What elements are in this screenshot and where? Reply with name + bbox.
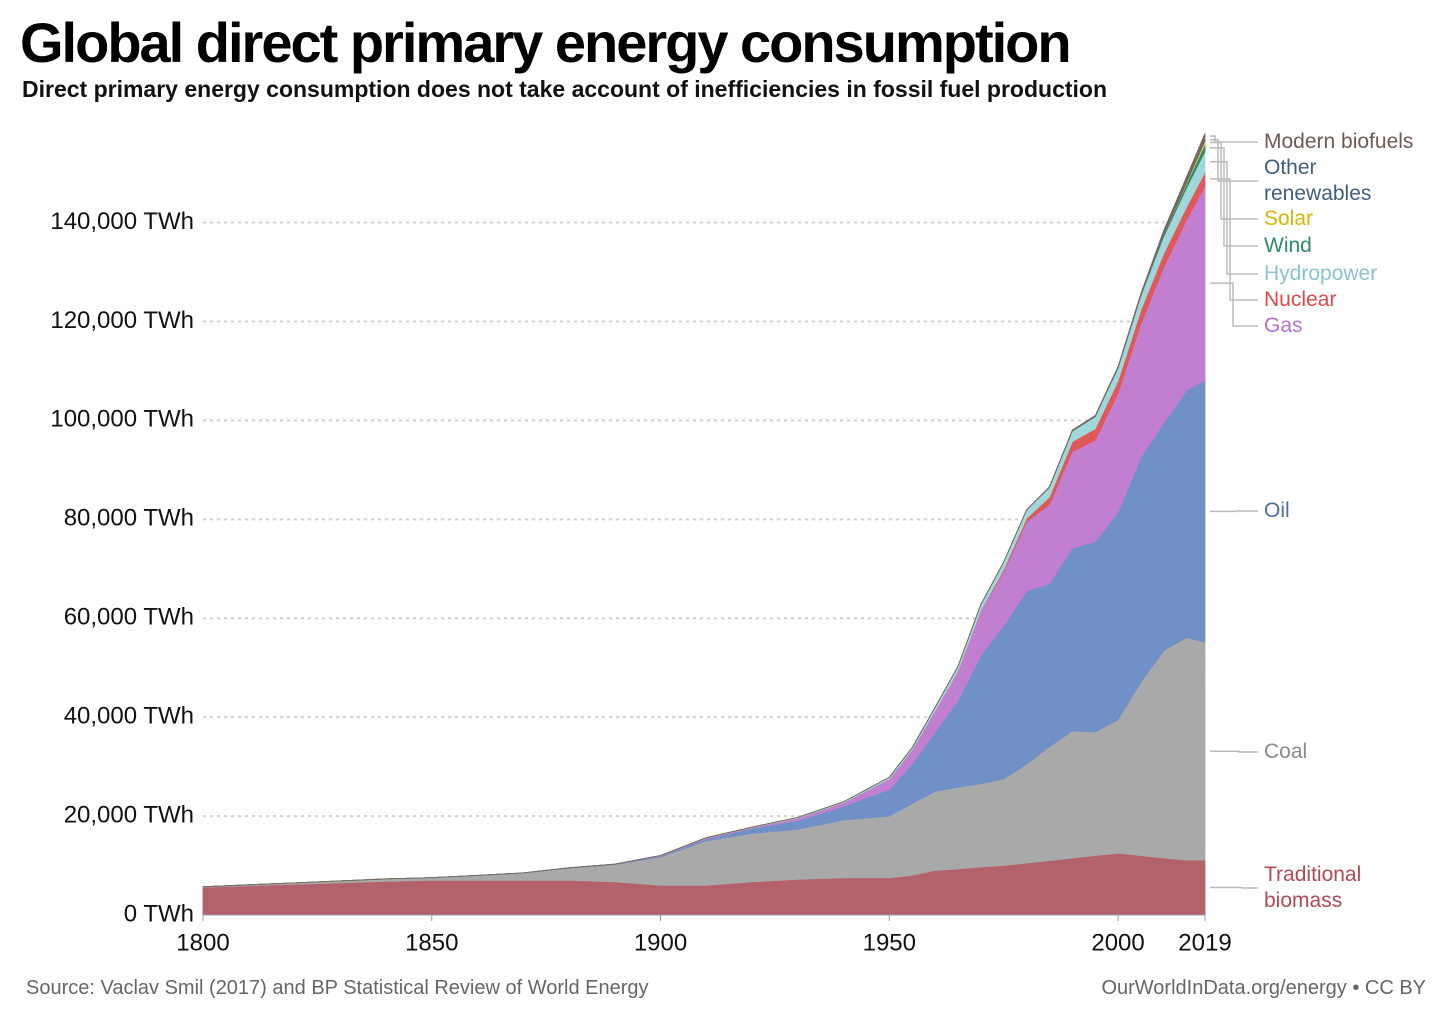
series-label: Gas	[1264, 314, 1303, 337]
chart-title: Global direct primary energy consumption	[20, 11, 1072, 74]
series-label: Wind	[1264, 234, 1312, 257]
y-tick-label: 0 TWh	[124, 900, 194, 927]
series-label: Nuclear	[1264, 288, 1337, 311]
x-tick-label: 1800	[176, 929, 229, 956]
x-tick-label: 1850	[405, 929, 458, 956]
source-note: Source: Vaclav Smil (2017) and BP Statis…	[26, 977, 649, 999]
area-9	[202, 133, 1206, 888]
y-tick-label: 40,000 TWh	[64, 703, 194, 730]
leader-line	[1210, 750, 1258, 753]
y-tick-label: 20,000 TWh	[64, 801, 194, 828]
x-tick-label: 1950	[863, 929, 916, 956]
leader-line	[1210, 147, 1258, 247]
leader-line	[1210, 178, 1258, 301]
series-label: Traditional biomass	[1264, 863, 1362, 912]
y-tick-label: 60,000 TWh	[64, 604, 194, 631]
y-tick-label: 140,000 TWh	[50, 208, 194, 235]
x-tick-label: 2019	[1178, 929, 1231, 956]
series-label: Modern biofuels	[1264, 130, 1414, 153]
leader-line	[1210, 139, 1258, 182]
y-tick-label: 80,000 TWh	[64, 505, 194, 532]
series-label: Coal	[1264, 740, 1308, 763]
leader-line	[1210, 282, 1258, 327]
credit-note: OurWorldInData.org/energy • CC BY	[1101, 977, 1426, 999]
y-tick-label: 120,000 TWh	[50, 307, 194, 334]
series-label: Solar	[1264, 207, 1314, 230]
series-label: Oil	[1264, 499, 1290, 522]
y-tick-label: 100,000 TWh	[50, 406, 194, 433]
x-tick-label: 1900	[634, 929, 687, 956]
chart-subtitle: Direct primary energy consumption does n…	[22, 76, 1108, 102]
x-tick-label: 2000	[1091, 929, 1144, 956]
leader-line	[1210, 135, 1258, 143]
series-label: Other renewables	[1264, 156, 1372, 205]
series-label: Hydropower	[1264, 262, 1378, 285]
